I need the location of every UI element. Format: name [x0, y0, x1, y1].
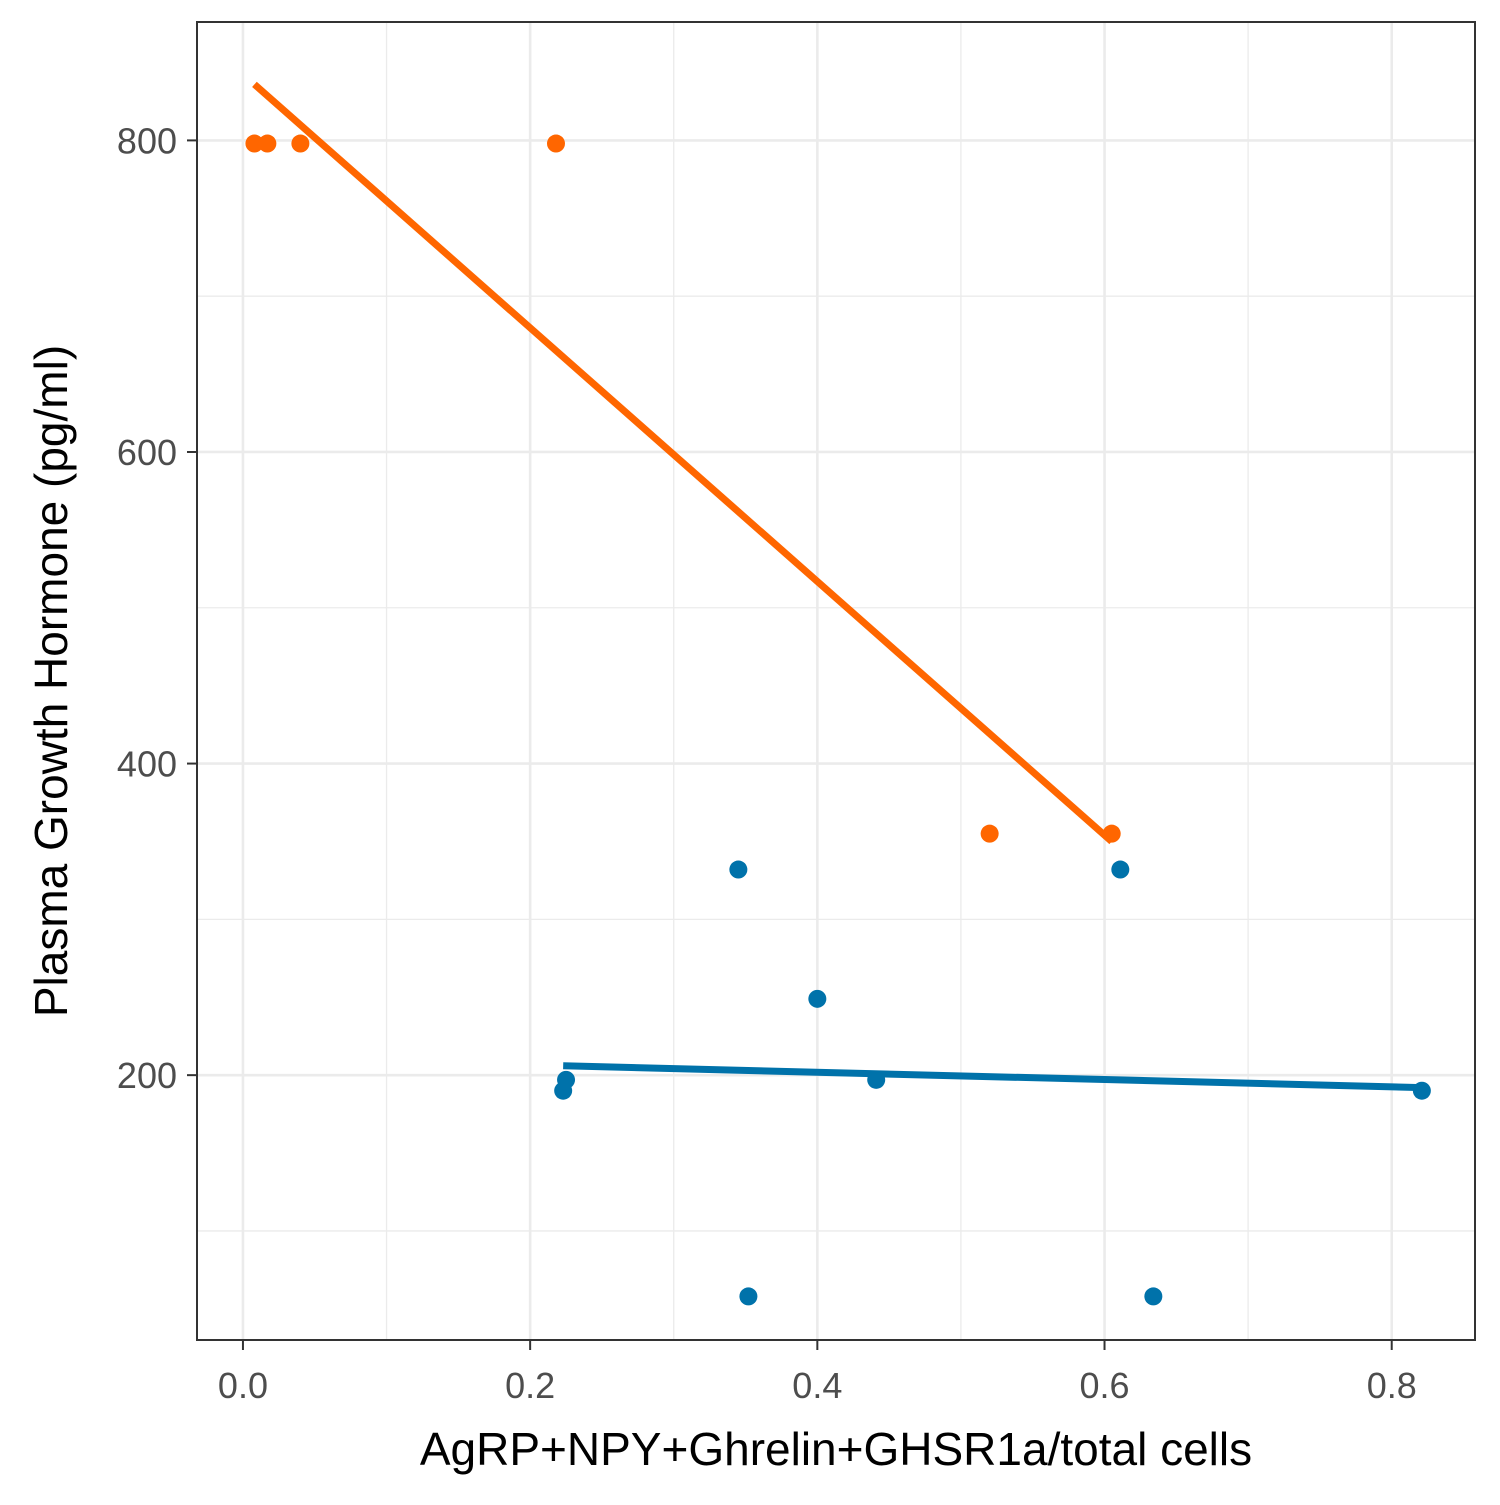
series-1-point — [546, 134, 565, 153]
axis-ticks — [187, 139, 1393, 1350]
fit-lines — [252, 81, 1422, 1092]
plot-panel-border — [196, 21, 1476, 1341]
y-tick-label: 200 — [117, 1055, 177, 1096]
series-1-point — [1102, 824, 1121, 843]
series-2-point — [1412, 1081, 1431, 1100]
y-tick-label: 400 — [117, 744, 177, 785]
y-axis-tick-labels: 200 400 600 800 — [117, 120, 177, 1096]
x-tick-label: 0.6 — [1080, 1365, 1130, 1406]
x-tick-label: 0.0 — [218, 1365, 268, 1406]
x-tick-label: 0.4 — [792, 1365, 842, 1406]
data-points — [245, 134, 1431, 1306]
series-2-point — [557, 1070, 576, 1089]
series-1-fit-line — [252, 81, 1115, 845]
series-2-point — [739, 1287, 758, 1306]
y-tick-label: 800 — [117, 120, 177, 161]
series-2-fit-line — [563, 1062, 1422, 1092]
y-axis-title: Plasma Growth Hormone (pg/ml) — [25, 345, 77, 1017]
series-1-point — [291, 134, 310, 153]
series-1-point — [258, 134, 277, 153]
x-tick-label: 0.2 — [505, 1365, 555, 1406]
y-tick-label: 600 — [117, 432, 177, 473]
series-2-point — [867, 1070, 886, 1089]
x-tick-label: 0.8 — [1367, 1365, 1417, 1406]
x-axis-title: AgRP+NPY+Ghrelin+GHSR1a/total cells — [420, 1423, 1252, 1475]
series-2-point — [729, 860, 748, 879]
series-2-point — [1144, 1287, 1163, 1306]
series-2-point — [1111, 860, 1130, 879]
series-2-point — [808, 989, 827, 1008]
series-1-point — [980, 824, 999, 843]
plot-panel-background — [197, 22, 1475, 1340]
x-axis-tick-labels: 0.0 0.2 0.4 0.6 0.8 — [218, 1365, 1417, 1406]
series-1-point — [245, 134, 264, 153]
